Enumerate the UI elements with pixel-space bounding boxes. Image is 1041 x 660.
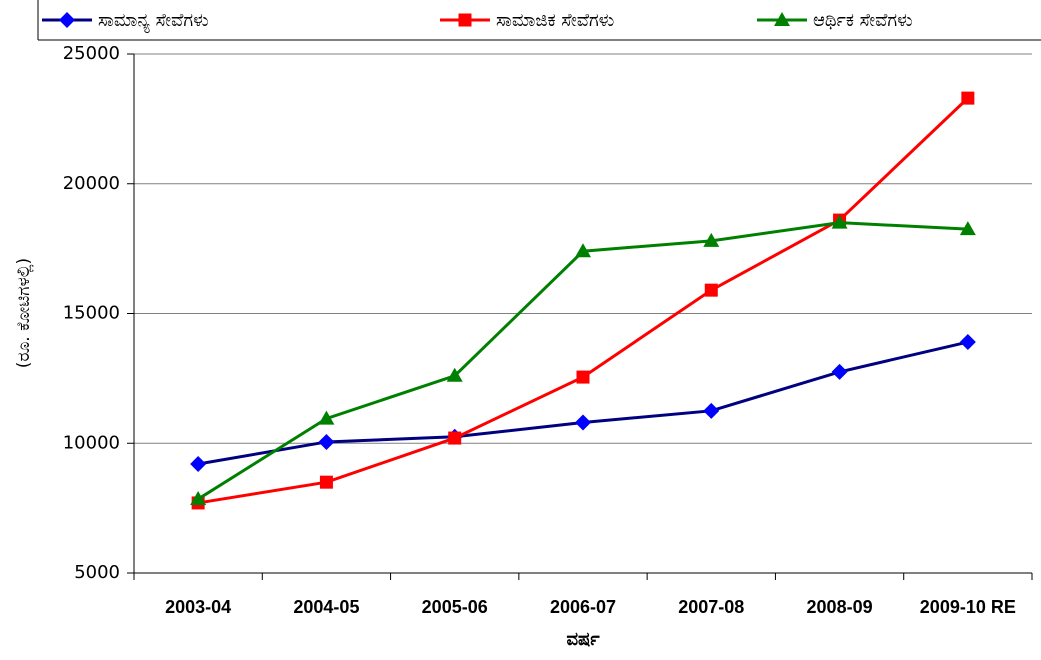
marker <box>959 221 976 236</box>
y-tick-label: 10000 <box>63 432 120 453</box>
series-line <box>197 340 969 466</box>
marker <box>831 363 848 380</box>
y-axis-label: (ರೂ. ಕೋಟಿಗಳಲ್ಲಿ) <box>14 258 34 368</box>
marker <box>318 433 335 450</box>
y-tick-label: 15000 <box>63 303 120 324</box>
y-tick-label: 25000 <box>63 43 120 64</box>
marker <box>704 283 718 297</box>
marker <box>59 12 75 28</box>
marker <box>831 214 848 229</box>
marker <box>576 370 590 384</box>
marker <box>190 491 207 506</box>
marker <box>446 367 463 382</box>
x-tick-label: 2005-06 <box>421 597 488 617</box>
marker <box>774 12 790 26</box>
marker <box>575 414 591 431</box>
x-tick-label: 2004-05 <box>293 597 360 617</box>
x-tick-label: 2008-09 <box>806 597 873 617</box>
series-line <box>197 221 968 501</box>
marker <box>448 431 462 445</box>
marker <box>703 232 720 247</box>
x-tick-label: 2007-08 <box>678 597 745 617</box>
marker <box>703 402 720 419</box>
marker <box>961 91 975 105</box>
marker <box>575 243 591 258</box>
y-tick-label: 20000 <box>63 173 120 194</box>
marker <box>959 334 976 351</box>
legend-label: ಸಾಮಾನ್ಯ ಸೇವೆಗಳು <box>98 10 209 33</box>
x-tick-label: 2009-10 RE <box>919 597 1016 617</box>
marker <box>190 456 207 473</box>
legend-label: ಸಾಮಾಜಿಕ ಸೇವೆಗಳು <box>496 10 614 31</box>
y-tick-label: 5000 <box>74 562 120 583</box>
x-tick-label: 2003-04 <box>165 597 232 617</box>
marker <box>458 13 472 27</box>
legend-label: ಆರ್ಥಿಕ ಸೇವೆಗಳು <box>813 10 913 31</box>
x-axis-label: ವರ್ಷ <box>566 629 600 650</box>
series-line <box>197 97 969 505</box>
marker <box>319 475 333 489</box>
marker <box>318 410 335 425</box>
x-tick-label: 2006-07 <box>549 597 617 617</box>
